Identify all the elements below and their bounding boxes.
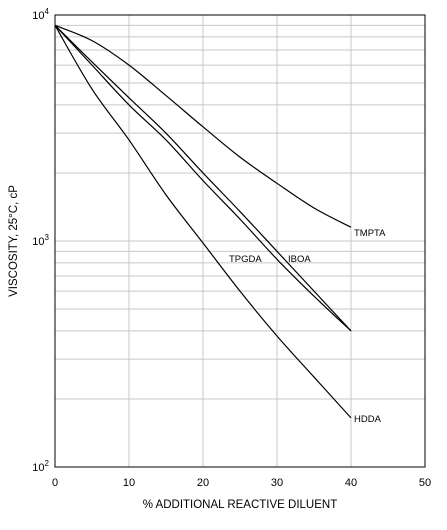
series-line-tmpta [54,24,352,228]
plot-frame [54,14,426,468]
x-axis-label: % ADDITIONAL REACTIVE DILUENT [143,499,337,511]
y-axis-label: VISCOSITY, 25°C, cP [8,185,20,297]
series-line-hdda [54,25,352,419]
x-tick-label-40: 40 [345,477,357,489]
x-tick-label-50: 50 [419,477,431,489]
series-label-iboa: IBOA [288,254,311,265]
series-labels: TMPTA IBOA TPGDA HDDA [229,228,386,425]
series-lines [54,24,352,419]
y-tick-label-10000: 104 [32,7,49,22]
x-tick-label-30: 30 [271,477,283,489]
grid-lines [55,15,425,467]
series-line-iboa [54,24,352,332]
series-label-tpgda: TPGDA [229,254,262,265]
series-label-hdda: HDDA [354,414,382,425]
series-label-tmpta: TMPTA [354,228,386,239]
y-tick-label-1000: 103 [32,233,49,248]
x-tick-label-20: 20 [197,477,209,489]
y-tick-label-100: 102 [32,459,49,474]
x-tick-labels: 0 10 20 30 40 50 [52,477,431,489]
x-tick-label-10: 10 [123,477,135,489]
x-tick-label-0: 0 [52,477,58,489]
y-tick-labels: 102 103 104 [32,7,49,474]
series-line-tpgda [54,24,352,332]
